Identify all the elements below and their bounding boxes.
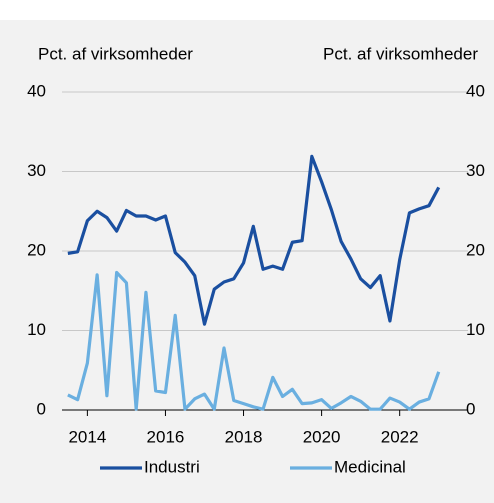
x-tick-label: 2016: [147, 427, 185, 446]
title-strip: [0, 0, 494, 20]
y2-axis-label: Pct. af virksomheder: [323, 44, 478, 63]
y-tick-label: 0: [37, 399, 46, 418]
y-axis-label: Pct. af virksomheder: [38, 44, 193, 63]
x-tick-label: 2020: [303, 427, 341, 446]
x-tick-label: 2018: [225, 427, 263, 446]
series-line: [67, 270, 441, 411]
y2-tick-label: 10: [466, 320, 485, 339]
x-tick-label: 2014: [68, 427, 106, 446]
series-line: [67, 154, 441, 326]
legend-label: Industri: [144, 457, 200, 476]
y2-tick-label: 20: [466, 240, 485, 259]
y2-tick-label: 40: [466, 81, 485, 100]
y-tick-label: 30: [27, 161, 46, 180]
chart-background: [0, 20, 494, 503]
y2-tick-label: 0: [466, 399, 475, 418]
x-tick-label: 2022: [381, 427, 419, 446]
y-tick-label: 40: [27, 81, 46, 100]
legend-label: Medicinal: [334, 457, 406, 476]
y2-tick-label: 30: [466, 161, 485, 180]
y-tick-label: 10: [27, 320, 46, 339]
y-tick-label: 20: [27, 240, 46, 259]
